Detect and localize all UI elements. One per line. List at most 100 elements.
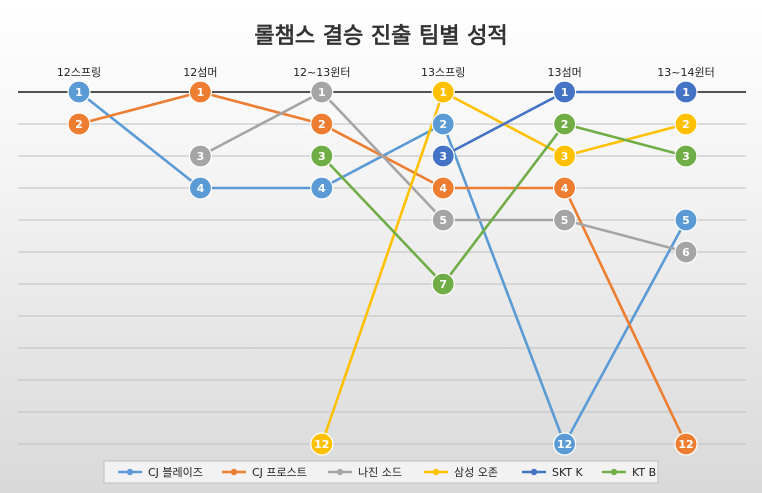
- legend-label: SKT K: [552, 466, 584, 479]
- data-point-marker: [310, 112, 334, 136]
- data-label: 2: [682, 118, 690, 131]
- series-line: [320, 90, 687, 445]
- data-point: 1: [431, 80, 455, 104]
- data-point: 12: [552, 432, 577, 456]
- data-point-marker: [552, 112, 577, 136]
- data-label: 1: [318, 86, 326, 99]
- legend-swatch-marker: [432, 468, 440, 476]
- data-label: 12: [557, 438, 572, 451]
- data-label: 3: [682, 150, 690, 163]
- data-label: 4: [561, 182, 569, 195]
- legend-swatch-marker: [336, 468, 344, 476]
- legend-item: CJ 블레이즈: [118, 466, 203, 479]
- data-point: 2: [431, 112, 455, 136]
- data-point-marker: [188, 144, 212, 168]
- legend-swatch-marker: [126, 468, 134, 476]
- data-point: 7: [431, 272, 455, 296]
- series-lines: [78, 90, 688, 446]
- data-label: 5: [561, 214, 569, 227]
- data-point-marker: [552, 208, 577, 232]
- data-label: 2: [75, 118, 83, 131]
- legend-label: 삼성 오존: [454, 466, 498, 479]
- data-point: 1: [674, 80, 698, 104]
- data-point: 2: [674, 112, 698, 136]
- data-point-marker: [552, 144, 577, 168]
- data-point-marker: [674, 80, 698, 104]
- data-point-marker: [310, 80, 334, 104]
- legend-label: CJ 프로스트: [252, 466, 307, 479]
- data-point: 2: [67, 112, 91, 136]
- data-label: 2: [439, 118, 447, 131]
- data-point-marker: [674, 112, 698, 136]
- data-point-marker: [431, 176, 455, 200]
- data-label: 6: [682, 246, 690, 259]
- category-label: 12섬머: [183, 66, 217, 79]
- legend-label: CJ 블레이즈: [148, 466, 203, 479]
- data-point: 1: [310, 80, 334, 104]
- data-point-marker: [674, 208, 698, 232]
- data-label: 3: [197, 150, 205, 163]
- legend: CJ 블레이즈 CJ 프로스트 나진 소드 삼성 오존 SKT K KT B: [103, 460, 659, 484]
- data-point: 1: [552, 80, 577, 104]
- data-label: 5: [682, 214, 690, 227]
- data-label: 3: [318, 150, 326, 163]
- data-label: 5: [439, 214, 447, 227]
- category-labels: 12스프링 12섬머 12~13윈터 13스프링 13섬머 13~14윈터: [57, 65, 715, 79]
- data-label: 1: [75, 86, 83, 99]
- data-point: 12: [310, 432, 334, 456]
- data-point-marker: [552, 176, 577, 200]
- data-point-marker: [188, 176, 212, 200]
- data-point-marker: [552, 432, 577, 456]
- data-point: 1: [188, 80, 212, 104]
- data-point-marker: [552, 80, 577, 104]
- legend-item: 나진 소드: [328, 466, 402, 479]
- legend-item: SKT K: [522, 466, 584, 479]
- legend-swatch-marker: [610, 468, 618, 476]
- data-point: 3: [188, 144, 212, 168]
- data-label: 12: [678, 438, 693, 451]
- data-label: 4: [439, 182, 447, 195]
- chart-title: 롤챔스 결승 진출 팀별 성적: [254, 24, 507, 49]
- data-label: 3: [561, 150, 569, 163]
- legend-item: 삼성 오존: [424, 466, 498, 479]
- data-label: 2: [318, 118, 326, 131]
- data-label: 12: [314, 438, 329, 451]
- data-point-marker: [674, 240, 698, 264]
- data-point: 3: [552, 144, 577, 168]
- data-point-marker: [431, 272, 455, 296]
- legend-label: KT B: [632, 466, 656, 479]
- data-label: 1: [197, 86, 205, 99]
- data-point-marker: [188, 80, 212, 104]
- category-label: 13스프링: [421, 66, 465, 79]
- data-point: 4: [431, 176, 455, 200]
- data-point: 2: [310, 112, 334, 136]
- data-point: 5: [552, 208, 577, 232]
- data-point-marker: [431, 80, 455, 104]
- data-point: 4: [552, 176, 577, 200]
- category-label: 12스프링: [57, 66, 101, 79]
- data-point-marker: [431, 208, 455, 232]
- legend-item: KT B: [602, 466, 656, 479]
- legend-item: CJ 프로스트: [222, 466, 307, 479]
- data-point: 3: [674, 144, 698, 168]
- data-label: 1: [682, 86, 690, 99]
- data-point: 3: [310, 144, 334, 168]
- data-label: 4: [318, 182, 326, 195]
- data-point-marker: [310, 432, 334, 456]
- legend-box: [103, 460, 659, 484]
- data-point-marker: [310, 176, 334, 200]
- data-point-marker: [431, 112, 455, 136]
- data-point-marker: [67, 80, 91, 104]
- data-point-marker: [674, 432, 698, 456]
- data-point-marker: [431, 144, 455, 168]
- data-point: 5: [431, 208, 455, 232]
- data-point: 6: [674, 240, 698, 264]
- legend-swatch-marker: [530, 468, 538, 476]
- data-point: 3: [431, 144, 455, 168]
- gridlines: [18, 91, 746, 445]
- data-label: 3: [439, 150, 447, 163]
- series-line: [320, 122, 687, 286]
- data-label: 4: [197, 182, 205, 195]
- category-label: 13~14윈터: [657, 65, 714, 79]
